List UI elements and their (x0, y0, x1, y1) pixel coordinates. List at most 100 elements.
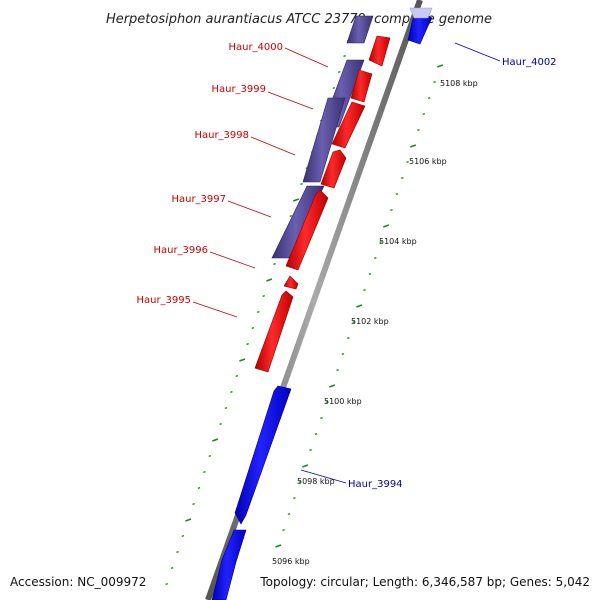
gene-label[interactable]: Haur_3994 (348, 479, 403, 490)
gene-label[interactable]: Haur_4000 (228, 42, 283, 53)
gene-arrow[interactable] (320, 149, 347, 189)
tick-mark (383, 224, 390, 228)
tick-mark (298, 480, 302, 484)
tick-mark (300, 182, 303, 186)
leader-line (192, 301, 238, 318)
forward-gene-lane (211, 385, 292, 600)
tick-label: 5106 kbp (409, 157, 447, 166)
leader-line (300, 469, 347, 484)
tick-mark (289, 214, 293, 218)
tick-mark (224, 406, 228, 410)
tick-mark (379, 240, 383, 244)
tick-mark (373, 256, 377, 260)
leader-line (250, 136, 296, 156)
tick-labels: 5096 kbp 5098 kbp 5100 kbp 5102 kbp 5104… (272, 79, 478, 566)
tick-label: 5108 kbp (440, 79, 478, 88)
leader-line (284, 47, 329, 68)
gene-label[interactable]: Haur_3996 (153, 245, 208, 256)
tick-mark (256, 310, 260, 314)
gene-arrow[interactable] (368, 35, 391, 67)
tick-mark (282, 528, 285, 532)
tick-mark (336, 368, 339, 372)
gene-block[interactable] (346, 15, 374, 44)
tick-mark (363, 288, 366, 292)
gene-label[interactable]: Haur_3998 (194, 130, 249, 141)
tick-mark (410, 144, 417, 148)
tick-mark (197, 486, 201, 490)
leader-line (454, 42, 501, 62)
tick-mark (181, 534, 185, 538)
tick-label: 5098 kbp (297, 477, 335, 486)
gene-arrow[interactable] (234, 385, 292, 525)
gene-arrow[interactable] (350, 69, 373, 103)
tick-mark (422, 112, 426, 116)
leader-line (267, 91, 314, 110)
tick-mark (192, 502, 195, 506)
tick-mark (343, 54, 346, 58)
tick-mark (273, 262, 276, 266)
tick-mark (437, 64, 444, 68)
tick-mark (352, 320, 356, 324)
tick-mark (302, 464, 309, 468)
tick-mark (325, 400, 329, 404)
tick-mark (427, 96, 431, 100)
gene-labels: Haur_4000 Haur_3999 Haur_3998 Haur_3997 … (136, 42, 556, 490)
tick-mark (287, 512, 291, 516)
tick-mark (203, 470, 206, 474)
tick-label: 5100 kbp (324, 397, 362, 406)
gene-arrow[interactable] (331, 101, 366, 149)
tick-mark (275, 544, 282, 548)
forward-gene-top[interactable] (407, 7, 433, 45)
tick-mark (390, 208, 393, 212)
tick-mark (185, 518, 192, 522)
tick-mark (368, 272, 372, 276)
tick-mark (346, 336, 350, 340)
tick-mark (293, 496, 296, 500)
tick-mark (341, 352, 345, 356)
tick-mark (251, 326, 255, 330)
tick-mark (417, 128, 420, 132)
tick-mark (356, 304, 363, 308)
gene-block[interactable] (271, 185, 325, 259)
tick-label: 5104 kbp (379, 237, 417, 246)
gene-arrow[interactable] (211, 529, 247, 600)
gene-arrow[interactable] (285, 189, 329, 271)
gene-arrow[interactable] (254, 290, 294, 373)
tick-mark (337, 70, 341, 74)
gene-label[interactable]: Haur_3999 (211, 84, 266, 95)
tick-mark (314, 432, 318, 436)
tick-mark (332, 86, 336, 90)
inner-tick-track (275, 64, 444, 548)
tick-mark (406, 160, 409, 164)
tick-label: 5102 kbp (351, 317, 389, 326)
tick-mark (246, 342, 249, 346)
gene-label[interactable]: Haur_3995 (136, 295, 191, 306)
tick-mark (293, 198, 300, 202)
tick-mark (309, 448, 312, 452)
accession-text: Accession: NC_009972 (10, 575, 146, 589)
tick-mark (395, 192, 399, 196)
gene-arrow[interactable] (283, 275, 299, 290)
tick-mark (170, 566, 174, 570)
tick-mark (400, 176, 404, 180)
dark-gene-lane (271, 15, 374, 259)
tick-mark (262, 294, 266, 298)
gene-label[interactable]: Haur_3997 (171, 194, 226, 205)
gene-label[interactable]: Haur_4002 (502, 57, 557, 68)
tick-mark (235, 374, 239, 378)
gene-block[interactable] (302, 97, 346, 183)
tick-mark (219, 422, 222, 426)
tick-mark (165, 582, 169, 586)
tick-mark (230, 390, 233, 394)
tick-mark (239, 358, 246, 362)
genome-info-text: Topology: circular; Length: 6,346,587 bp… (259, 575, 590, 589)
tick-mark (329, 384, 336, 388)
tick-mark (433, 80, 436, 84)
leader-line (209, 251, 256, 269)
tick-mark (208, 454, 212, 458)
reverse-gene-lane (254, 35, 391, 373)
tick-mark (176, 550, 179, 554)
gene-label-leaders (192, 42, 501, 484)
tick-mark (266, 278, 273, 282)
